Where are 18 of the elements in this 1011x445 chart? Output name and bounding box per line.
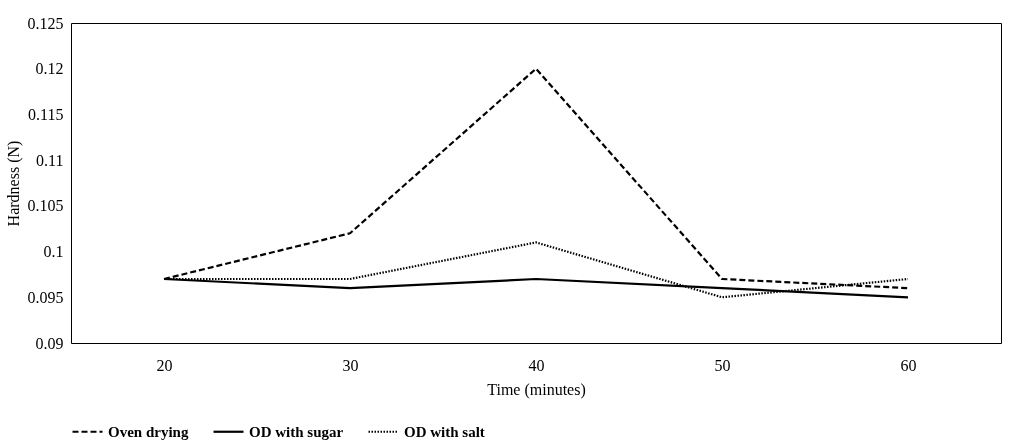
- y-tick-label: 0.12: [35, 60, 64, 78]
- x-axis-title: Time (minutes): [487, 380, 586, 399]
- y-tick-label: 0.105: [27, 197, 64, 215]
- legend-label: OD with sugar: [249, 423, 344, 440]
- y-tick-label: 0.11: [36, 151, 64, 169]
- legend-label: OD with salt: [404, 423, 485, 440]
- y-tick-label: 0.09: [35, 334, 64, 352]
- y-tick-label: 0.095: [27, 288, 64, 306]
- x-tick-label: 60: [900, 356, 917, 374]
- y-tick-label: 0.1: [43, 243, 64, 261]
- y-tick-label: 0.115: [28, 105, 64, 123]
- y-tick-label: 0.125: [27, 14, 64, 32]
- x-tick-label: 20: [156, 356, 173, 374]
- x-tick-label: 30: [342, 356, 359, 374]
- y-axis-title: Hardness (N): [4, 140, 23, 227]
- legend-label: Oven drying: [108, 423, 189, 440]
- x-tick-label: 50: [714, 356, 731, 374]
- x-tick-label: 40: [528, 356, 545, 374]
